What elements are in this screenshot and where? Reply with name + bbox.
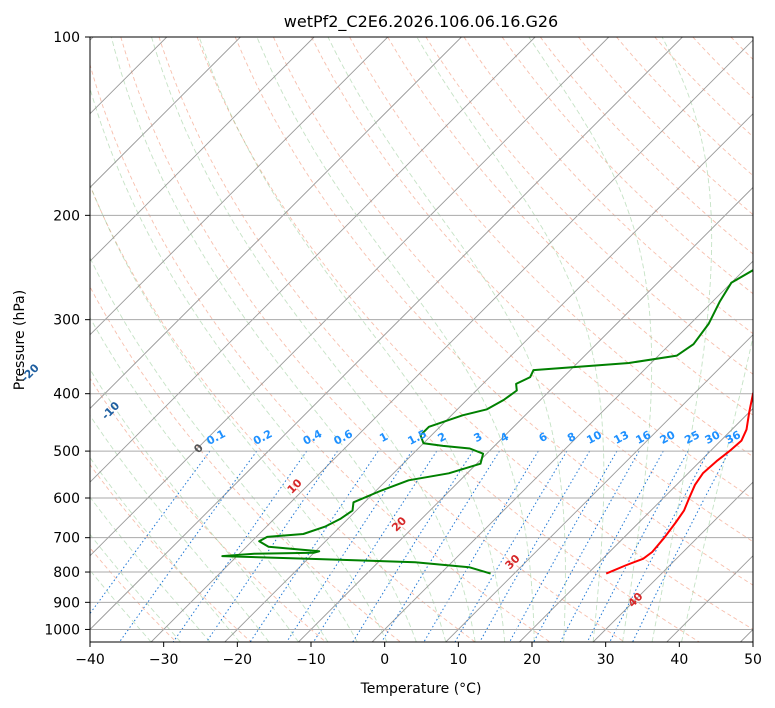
dry-adiabat — [387, 37, 753, 416]
moist-adiabat — [198, 37, 506, 642]
moist-adiabat — [90, 86, 417, 642]
y-tick-label: 1000 — [44, 622, 80, 638]
moist-adiabat — [90, 414, 270, 642]
x-tick-label: 30 — [597, 652, 615, 668]
mixing-ratio-line — [533, 450, 640, 642]
dry-adiabat — [120, 37, 625, 642]
x-tick-label: −40 — [75, 652, 105, 668]
line-labels: 0.10.20.40.611.52346810131620253036-100-… — [19, 361, 744, 610]
plot-background — [90, 37, 753, 642]
mixing-ratio-label: 16 — [634, 428, 654, 447]
x-tick-label: 10 — [449, 652, 467, 668]
moist-adiabat — [327, 37, 566, 642]
mixing-ratio-line — [423, 450, 539, 642]
isotherm — [150, 39, 753, 642]
dry-adiabat — [425, 37, 753, 375]
y-tick-label: 600 — [53, 491, 80, 507]
isotherm — [371, 260, 753, 642]
mixing-ratio-line — [352, 450, 474, 642]
isotherm — [90, 37, 389, 336]
y-axis: 100 200 300 400 500 600 700 800 900 1000 — [44, 30, 90, 638]
dry-adiabat — [234, 37, 753, 586]
mixing-ratio-line — [454, 450, 568, 642]
moist-adiabat — [651, 37, 713, 642]
isotherm — [90, 37, 610, 557]
isotherm — [90, 37, 315, 262]
y-tick-label: 400 — [53, 387, 80, 403]
dry-adiabat — [158, 37, 700, 642]
mixing-ratio-line — [172, 450, 308, 642]
moist-adiabat — [256, 37, 535, 642]
plot-frame — [89, 36, 754, 643]
isotherm — [519, 407, 753, 642]
y-tick-label: 500 — [53, 444, 80, 460]
mixing-ratio-label: 10 — [584, 428, 604, 447]
dry-adiabat — [196, 37, 753, 630]
mixing-ratio-line — [381, 450, 500, 642]
isotherm — [90, 37, 462, 410]
mixing-ratio-line — [119, 450, 258, 642]
x-axis: −40 −30 −20 −10 0 10 20 30 40 50 — [75, 642, 762, 668]
y-tick-label: 300 — [53, 313, 80, 329]
y-axis-label: Pressure (hPa) — [12, 290, 28, 390]
dry-adiabat — [769, 37, 775, 642]
profile-series — [221, 269, 753, 575]
x-axis-label: Temperature (°C) — [360, 681, 482, 697]
chart-title: wetPf2_C2E6.2026.106.06.16.G26 — [284, 12, 558, 32]
dry-adiabat — [90, 463, 252, 642]
mixing-ratio-label: 36 — [723, 428, 743, 447]
dry-adiabat — [463, 37, 753, 335]
x-tick-label: 0 — [380, 652, 389, 668]
mixing-ratio-line — [479, 450, 591, 642]
x-tick-label: −10 — [296, 652, 326, 668]
x-tick-label: 50 — [744, 652, 762, 668]
mixing-ratio-label: 13 — [612, 428, 632, 447]
y-tick-label: 100 — [53, 30, 80, 46]
moist-adiabat — [110, 37, 447, 642]
moist-adiabat — [528, 37, 653, 642]
moist-adiabat — [90, 256, 358, 642]
y-tick-label: 200 — [53, 208, 80, 224]
background-lines — [90, 37, 775, 642]
x-tick-label: 20 — [523, 652, 541, 668]
dry-adiabat — [501, 37, 753, 295]
dewpoint-line — [221, 269, 753, 575]
y-tick-label: 800 — [53, 565, 80, 581]
pressure-grid — [90, 37, 753, 630]
isotherm — [592, 481, 753, 642]
moist-adiabat — [90, 456, 240, 642]
isotherm — [90, 37, 241, 189]
isotherm — [298, 186, 753, 642]
isotherm — [90, 37, 683, 631]
moist-adiabat — [90, 183, 388, 642]
mixing-ratio-line — [559, 450, 664, 642]
mixing-ratio-label: 20 — [658, 428, 678, 447]
moist-adiabat — [151, 37, 476, 642]
isotherm — [445, 334, 753, 642]
isotherm — [224, 113, 753, 642]
moist-adiabat — [90, 316, 329, 642]
moist-adiabat — [416, 37, 605, 642]
dry-adiabat — [578, 37, 753, 216]
mixing-ratio-line — [586, 450, 689, 642]
isotherm — [90, 37, 536, 483]
y-tick-label: 900 — [53, 595, 80, 611]
dry-adiabat — [90, 285, 401, 642]
mixing-ratio-line — [609, 450, 709, 642]
mixing-ratio-label: 25 — [682, 428, 702, 447]
moist-adiabat — [681, 335, 753, 642]
mixing-ratio-line — [509, 450, 618, 642]
x-tick-label: −30 — [149, 652, 179, 668]
dry-adiabat — [90, 184, 476, 642]
x-tick-label: −20 — [223, 652, 253, 668]
dry-adiabat — [90, 63, 551, 642]
x-tick-label: 40 — [670, 652, 688, 668]
temperature-line — [605, 391, 753, 575]
dry-adiabat — [311, 37, 753, 500]
dry-adiabat — [272, 37, 753, 543]
mixing-ratio-label: 30 — [703, 428, 723, 447]
y-tick-label: 700 — [53, 531, 80, 547]
